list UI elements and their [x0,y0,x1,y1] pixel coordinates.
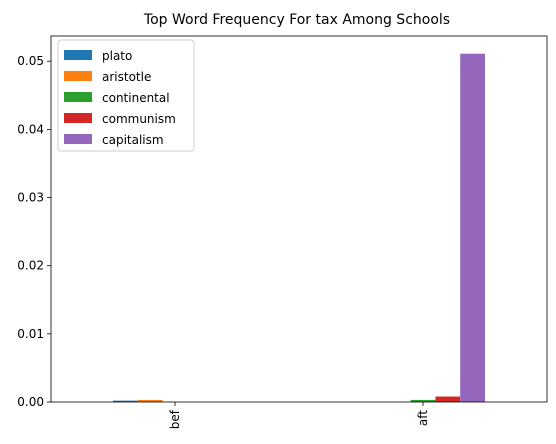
y-tick-label: 0.03 [17,191,44,205]
legend-label-aristotle: aristotle [102,70,151,84]
y-tick-label: 0.05 [17,54,44,68]
x-tick-label: bef [168,409,182,429]
legend-swatch-continental [64,92,92,102]
legend-label-capitalism: capitalism [102,133,164,147]
legend-swatch-capitalism [64,134,92,144]
x-axis: bef aft [168,402,430,429]
bar-plato-bef [113,400,138,402]
bar-capitalism-aft [460,53,485,402]
y-tick-label: 0.02 [17,259,44,273]
y-tick-label: 0.04 [17,122,44,136]
legend-swatch-plato [64,50,92,60]
x-tick-label: aft [416,410,430,426]
legend-swatch-communism [64,113,92,123]
y-tick-label: 0.00 [17,395,44,409]
legend: plato aristotle continental communism capita… [57,39,195,152]
legend-label-plato: plato [102,49,132,63]
bar-aristotle-bef [137,399,163,402]
legend-label-continental: continental [102,91,170,105]
legend-swatch-aristotle [64,71,92,81]
legend-box [57,39,195,152]
y-axis: 0.00 0.01 0.02 0.03 0.04 0.05 [17,54,51,409]
bars-group [113,53,485,402]
bar-continental-aft [410,399,436,402]
y-tick-label: 0.01 [17,327,44,341]
legend-label-communism: communism [102,112,176,126]
chart-title: Top Word Frequency For tax Among Schools [143,12,450,28]
bar-communism-aft [435,396,461,402]
plot-frame [50,35,548,403]
